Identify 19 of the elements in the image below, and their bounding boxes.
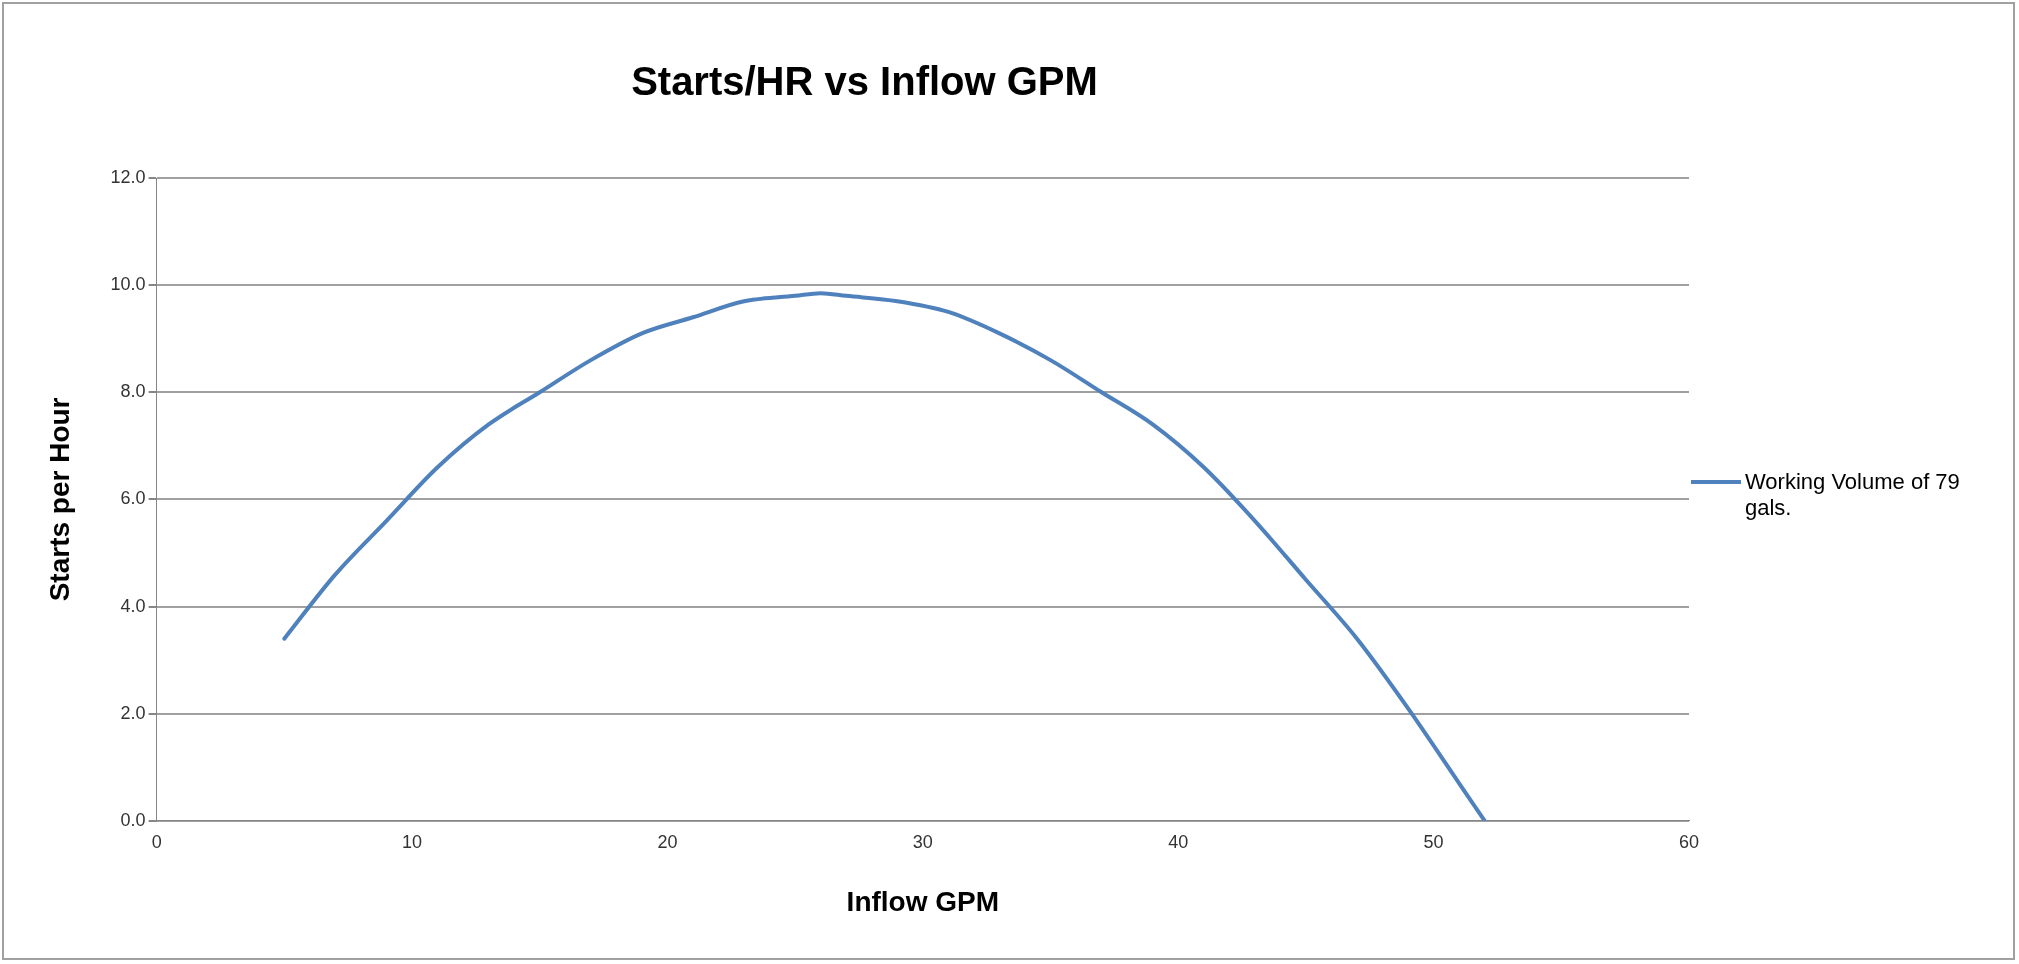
x-tick-label: 10 <box>402 831 423 852</box>
y-tick-label: 6.0 <box>120 488 146 509</box>
line-series <box>282 291 1487 821</box>
x-tick-label: 0 <box>151 831 162 852</box>
y-tick-label: 4.0 <box>120 595 146 616</box>
y-tick-label: 0.0 <box>120 809 146 830</box>
x-tick-label: 40 <box>1168 831 1189 852</box>
y-tick-label: 12.0 <box>110 166 146 187</box>
chart-title: Starts/HR vs Inflow GPM <box>631 59 1098 104</box>
legend-label: Working Volume of 79 gals. <box>1745 469 1961 522</box>
x-tick-label: 20 <box>657 831 678 852</box>
x-tick-label: 30 <box>912 831 933 852</box>
y-tick-label: 2.0 <box>120 702 146 723</box>
y-tick-label: 10.0 <box>110 274 146 295</box>
x-axis-title: Inflow GPM <box>846 885 1000 917</box>
y-axis-title: Starts per Hour <box>43 397 75 602</box>
x-tick-label: 60 <box>1678 831 1700 852</box>
x-tick-label: 50 <box>1423 831 1444 852</box>
y-tick-label: 8.0 <box>120 381 146 402</box>
